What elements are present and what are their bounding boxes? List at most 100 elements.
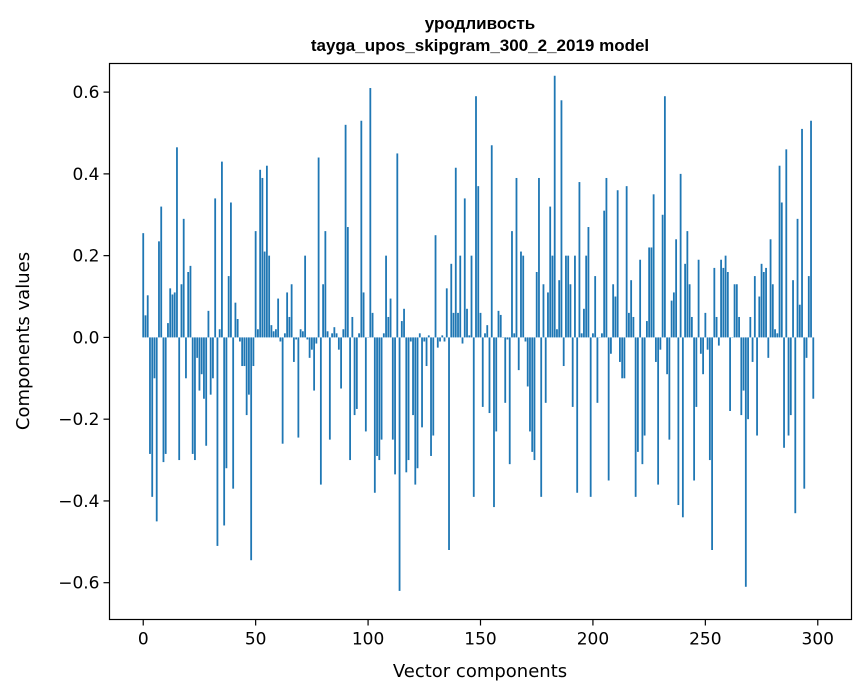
bar <box>459 255 462 338</box>
bar <box>418 333 421 338</box>
bar <box>369 88 372 338</box>
bar <box>708 337 711 461</box>
bar <box>466 308 468 338</box>
bar <box>344 124 347 338</box>
bar <box>596 337 599 403</box>
bar <box>189 265 192 338</box>
bar <box>542 284 545 338</box>
bar <box>569 284 572 338</box>
bar <box>758 296 761 338</box>
bar <box>794 337 797 514</box>
bar <box>236 319 239 338</box>
bar <box>214 198 217 338</box>
bar <box>677 337 680 506</box>
bar <box>155 337 158 522</box>
bar <box>807 276 810 338</box>
chart-title: уродливость <box>425 14 535 33</box>
bar <box>178 337 181 461</box>
bar <box>216 337 219 546</box>
bar <box>288 316 291 338</box>
bar <box>389 298 392 338</box>
bar <box>645 321 648 338</box>
bar <box>515 177 518 338</box>
bar <box>396 153 399 338</box>
bar <box>702 337 704 375</box>
bar <box>315 337 318 344</box>
bar <box>299 329 302 338</box>
bar <box>403 308 405 338</box>
bar <box>279 337 282 342</box>
bar <box>382 333 385 338</box>
bar <box>605 177 608 338</box>
bar <box>592 333 594 338</box>
bar <box>583 308 585 338</box>
bar <box>443 337 446 342</box>
bar <box>504 337 507 403</box>
x-tick-label: 0 <box>138 630 149 650</box>
bar <box>257 329 259 338</box>
bar <box>191 337 194 454</box>
bar <box>663 96 666 338</box>
bars-group <box>142 75 815 591</box>
bar <box>805 337 808 358</box>
bar <box>445 288 448 338</box>
bar <box>565 255 567 338</box>
bar <box>558 280 561 338</box>
bar <box>407 337 410 461</box>
bar <box>259 169 262 338</box>
x-axis-ticks: 0 50 100 150 200 250 300 <box>138 619 834 650</box>
x-tick-label: 200 <box>577 630 609 650</box>
bar <box>457 312 459 338</box>
bar <box>412 337 414 416</box>
bar <box>562 337 565 367</box>
bar <box>472 337 475 497</box>
bar <box>286 292 289 338</box>
bar <box>452 312 455 338</box>
bar <box>796 218 799 338</box>
bar <box>313 337 316 391</box>
bar <box>243 337 246 367</box>
bar <box>749 316 752 338</box>
bar <box>740 337 743 416</box>
bar <box>281 337 284 444</box>
bar <box>711 337 713 550</box>
bar <box>234 302 237 338</box>
bar <box>551 255 554 338</box>
bar <box>277 298 280 338</box>
bar <box>430 337 432 456</box>
bar <box>272 331 275 338</box>
bar <box>450 263 453 338</box>
bar <box>529 337 531 432</box>
bar <box>265 165 268 338</box>
bar <box>158 241 160 338</box>
bar <box>760 263 763 338</box>
bar <box>221 161 223 338</box>
bar <box>517 337 520 371</box>
bar <box>720 259 722 338</box>
bar <box>322 284 325 338</box>
bar <box>661 214 664 338</box>
bar <box>241 337 244 367</box>
bar <box>301 331 304 338</box>
bar <box>239 337 241 342</box>
bar <box>778 165 781 338</box>
bar <box>621 337 624 379</box>
bar <box>769 239 772 338</box>
bar <box>380 337 383 440</box>
bar <box>488 337 491 414</box>
bar <box>571 337 574 407</box>
bar <box>205 337 208 446</box>
bar <box>650 247 653 338</box>
bar <box>223 337 226 526</box>
bar <box>144 315 147 338</box>
bar <box>468 335 471 338</box>
bar <box>787 337 790 436</box>
bar <box>753 276 756 338</box>
bar <box>765 267 767 338</box>
bar <box>744 337 747 587</box>
bar <box>198 337 201 391</box>
bar <box>331 333 333 338</box>
bar <box>776 333 779 338</box>
bar <box>497 310 500 338</box>
